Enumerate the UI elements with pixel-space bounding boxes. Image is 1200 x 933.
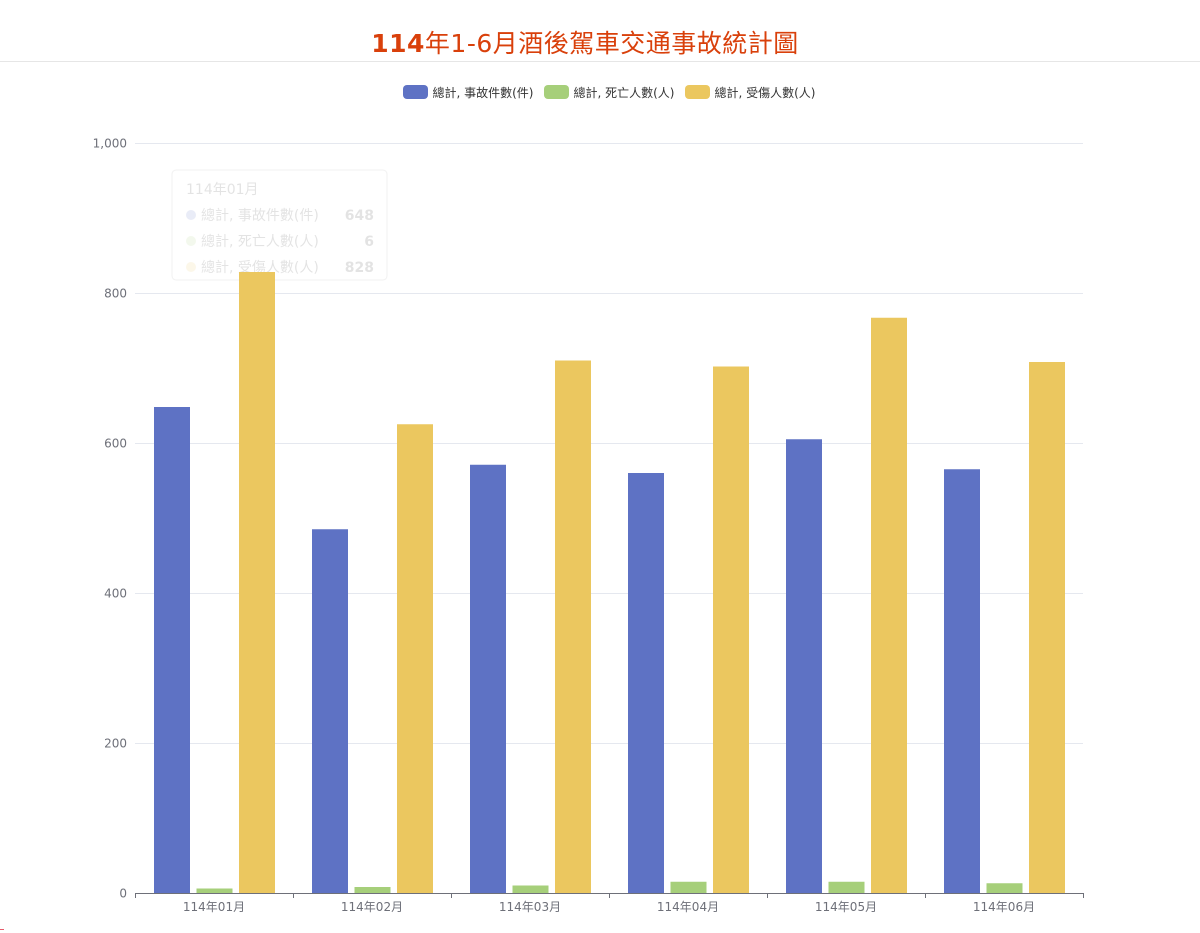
bar-s3-3 bbox=[555, 360, 591, 893]
bar-s2-3 bbox=[512, 885, 549, 893]
x-tick-label: 114年01月 bbox=[183, 900, 245, 914]
edge-marker bbox=[0, 929, 4, 930]
tooltip-marker bbox=[186, 236, 196, 246]
tooltip-row-label: 總計, 死亡人數(人) bbox=[201, 233, 319, 250]
header-divider bbox=[0, 61, 1200, 62]
legend-item-accidents[interactable]: 總計, 事故件數(件) bbox=[402, 84, 534, 101]
page-title-text: 年1-6月酒後駕車交通事故統計圖 bbox=[424, 29, 799, 58]
legend-item-deaths[interactable]: 總計, 死亡人數(人) bbox=[543, 84, 675, 101]
x-tick-label: 114年05月 bbox=[815, 900, 877, 914]
legend-label-deaths: 總計, 死亡人數(人) bbox=[573, 85, 675, 100]
tooltip-row-label: 總計, 事故件數(件) bbox=[201, 207, 319, 224]
bar-s1-2 bbox=[312, 529, 348, 893]
legend-swatch-injuries bbox=[684, 85, 710, 99]
y-tick-label: 600 bbox=[104, 437, 127, 451]
bar-s2-4 bbox=[670, 881, 707, 893]
legend-swatch-deaths bbox=[543, 85, 569, 99]
y-tick-label: 400 bbox=[104, 587, 127, 601]
bar-s3-1 bbox=[239, 272, 275, 893]
legend-label-injuries: 總計, 受傷人數(人) bbox=[714, 85, 816, 100]
tooltip-title: 114年01月 bbox=[186, 182, 259, 198]
bar-s3-6 bbox=[1029, 362, 1065, 893]
y-tick-label: 1,000 bbox=[93, 137, 127, 151]
bar-s2-2 bbox=[354, 887, 391, 893]
bar-s2-5 bbox=[828, 881, 865, 893]
tooltip-row-value: 648 bbox=[345, 208, 374, 224]
page-title: 114年1-6月酒後駕車交通事故統計圖 bbox=[0, 26, 1170, 62]
chart-legend: 總計, 事故件數(件) 總計, 死亡人數(人) 總計, 受傷人數(人) bbox=[0, 82, 1200, 102]
bar-s3-5 bbox=[871, 317, 907, 893]
tooltip-marker bbox=[186, 262, 196, 272]
bar-s2-6 bbox=[986, 883, 1023, 893]
x-tick-label: 114年03月 bbox=[499, 900, 561, 914]
tooltip-row-value: 6 bbox=[364, 234, 374, 250]
x-tick-label: 114年04月 bbox=[657, 900, 719, 914]
page-title-year: 114 bbox=[371, 29, 425, 58]
bar-s1-4 bbox=[628, 473, 664, 893]
tooltip-marker bbox=[186, 210, 196, 220]
tooltip-row-label: 總計, 受傷人數(人) bbox=[201, 259, 319, 276]
tooltip-row-value: 828 bbox=[345, 260, 374, 276]
legend-label-accidents: 總計, 事故件數(件) bbox=[432, 85, 534, 100]
y-tick-label: 200 bbox=[104, 737, 127, 751]
bar-s1-5 bbox=[786, 439, 822, 893]
bar-s1-6 bbox=[944, 469, 980, 893]
bar-s1-1 bbox=[154, 407, 190, 893]
tooltip-box bbox=[171, 169, 388, 281]
y-tick-label: 800 bbox=[104, 287, 127, 301]
bar-s3-2 bbox=[397, 424, 433, 893]
legend-swatch-accidents bbox=[402, 85, 428, 99]
y-tick-label: 0 bbox=[119, 887, 127, 901]
x-tick-label: 114年06月 bbox=[973, 900, 1035, 914]
bar-s3-4 bbox=[713, 366, 749, 893]
x-tick-label: 114年02月 bbox=[341, 900, 403, 914]
legend-item-injuries[interactable]: 總計, 受傷人數(人) bbox=[684, 84, 816, 101]
bar-s2-1 bbox=[196, 888, 233, 893]
bar-s1-3 bbox=[470, 464, 506, 893]
